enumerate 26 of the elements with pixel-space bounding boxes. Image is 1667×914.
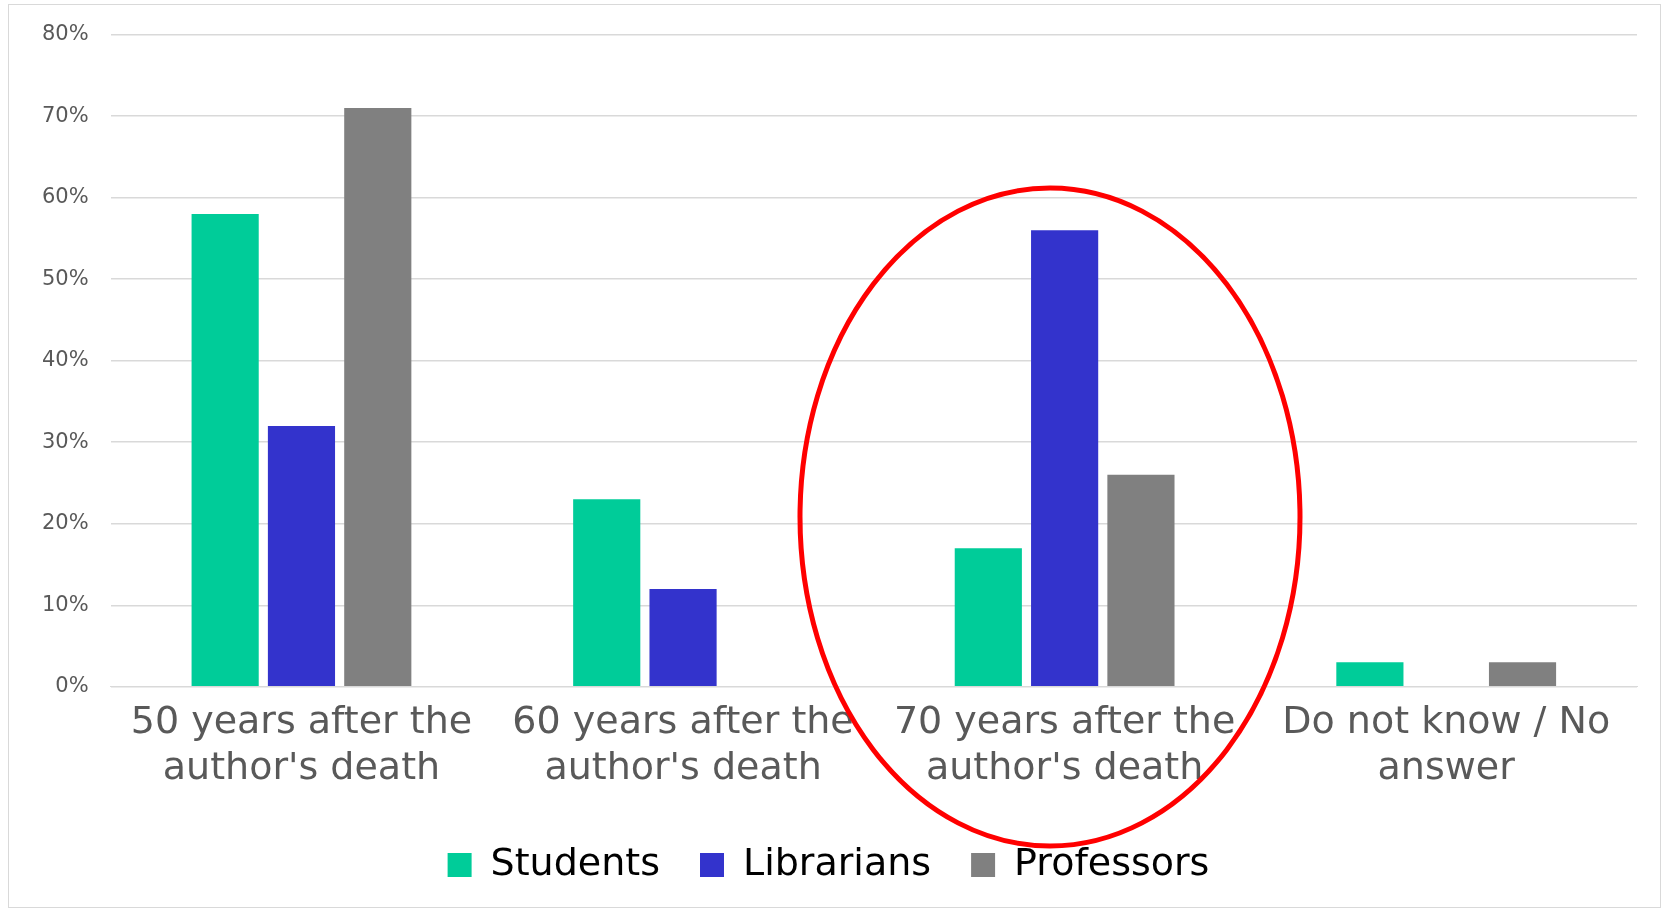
bar bbox=[1031, 230, 1099, 687]
y-tick-label: 10% bbox=[41, 591, 89, 616]
y-tick-label: 70% bbox=[41, 102, 89, 127]
legend-label: Librarians bbox=[742, 839, 932, 884]
bar bbox=[1107, 474, 1175, 687]
bar bbox=[344, 107, 412, 687]
bar bbox=[573, 499, 641, 687]
y-tick-label: 40% bbox=[41, 347, 89, 372]
x-tick-label: 50 years after the author's death bbox=[130, 698, 473, 789]
bar bbox=[1488, 662, 1557, 687]
x-tick-label: Do not know / No answer bbox=[1282, 698, 1611, 789]
x-tick-label: 60 years after the author's death bbox=[512, 698, 854, 789]
bar bbox=[191, 213, 259, 687]
y-tick-label: 80% bbox=[41, 21, 89, 46]
legend-label: Students bbox=[490, 839, 660, 884]
bar bbox=[954, 548, 1022, 687]
y-tick-label: 20% bbox=[41, 510, 89, 535]
y-tick-label: 60% bbox=[41, 184, 89, 209]
y-tick-label: 30% bbox=[41, 428, 89, 453]
x-tick-label: 70 years after the author's death bbox=[893, 698, 1236, 789]
y-tick-label: 50% bbox=[41, 265, 89, 290]
bar bbox=[649, 588, 717, 687]
y-tick-label: 0% bbox=[55, 673, 89, 698]
legend-label: Professors bbox=[1014, 839, 1210, 884]
bar bbox=[267, 425, 336, 687]
bar bbox=[1336, 662, 1404, 687]
